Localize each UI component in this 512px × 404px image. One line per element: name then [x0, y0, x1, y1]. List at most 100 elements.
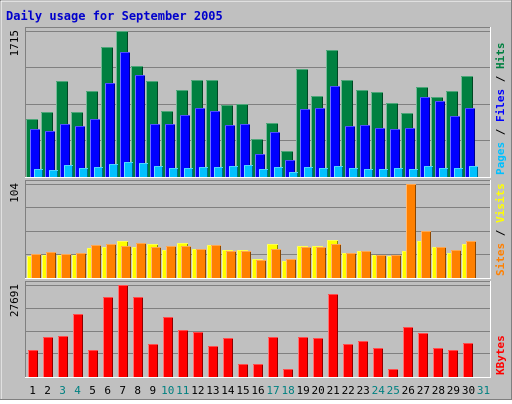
- legend-item-hits: Hits: [494, 43, 507, 70]
- bar-kbytes-day-1: [28, 350, 38, 377]
- bar-pages-day-14: [229, 166, 238, 177]
- bar-pages-day-16: [259, 169, 268, 177]
- bar-sites-day-29: [451, 250, 461, 278]
- bar-pages-day-7: [124, 162, 133, 177]
- bar-pages-day-27: [424, 166, 433, 177]
- x-label-day-19: 19: [296, 384, 309, 397]
- bar-kbytes-day-16: [253, 364, 263, 377]
- bar-kbytes-day-11: [178, 330, 188, 377]
- bar-pages-day-2: [49, 170, 58, 177]
- bar-kbytes-day-19: [298, 337, 308, 377]
- bar-pages-day-29: [454, 168, 463, 177]
- bar-pages-day-15: [244, 165, 253, 177]
- bar-kbytes-day-7: [118, 285, 128, 377]
- bar-pages-day-1: [34, 169, 43, 177]
- bar-sites-day-30: [466, 241, 476, 278]
- x-label-day-29: 29: [447, 384, 460, 397]
- bar-kbytes-day-14: [223, 338, 233, 377]
- bar-kbytes-day-15: [238, 364, 248, 377]
- x-label-day-22: 22: [342, 384, 355, 397]
- bar-files-day-8: [135, 75, 145, 177]
- legend-item-pages: Pages: [494, 142, 507, 175]
- bar-sites-day-7: [121, 246, 131, 278]
- legend-item-visits: Visits: [494, 183, 507, 223]
- x-label-day-28: 28: [432, 384, 445, 397]
- bar-pages-day-19: [304, 167, 313, 177]
- bar-sites-day-1: [31, 254, 41, 278]
- bar-pages-day-23: [364, 169, 373, 177]
- bar-files-day-27: [420, 97, 430, 177]
- bar-pages-day-13: [214, 167, 223, 177]
- bar-pages-day-24: [379, 169, 388, 177]
- bar-pages-day-4: [79, 168, 88, 177]
- bar-kbytes-day-6: [103, 297, 113, 377]
- bar-files-day-29: [450, 116, 460, 177]
- bar-files-day-11: [180, 115, 190, 177]
- panel-visits-sites: 104 Sites / Visits: [8, 180, 507, 279]
- bar-pages-day-25: [394, 168, 403, 177]
- bar-sites-day-14: [226, 251, 236, 278]
- bar-kbytes-day-8: [133, 297, 143, 377]
- bar-sites-day-16: [256, 260, 266, 278]
- bar-kbytes-day-4: [73, 314, 83, 377]
- bar-kbytes-day-21: [328, 294, 338, 377]
- x-label-day-3: 3: [59, 384, 66, 397]
- panel-kbytes: 27691 KBytes: [8, 281, 507, 378]
- bar-kbytes-day-28: [433, 348, 443, 377]
- x-label-day-10: 10: [161, 384, 174, 397]
- bar-sites-day-25: [391, 255, 401, 278]
- legend-kbytes: KBytes: [494, 335, 507, 375]
- bar-files-day-20: [315, 108, 325, 177]
- bar-sites-day-19: [301, 247, 311, 278]
- bar-sites-day-28: [436, 247, 446, 278]
- bar-pages-day-22: [349, 168, 358, 177]
- bar-files-day-24: [375, 128, 385, 177]
- x-label-day-12: 12: [191, 384, 204, 397]
- bar-kbytes-day-22: [343, 344, 353, 377]
- panel-hits-files-pages: 1715 Pages / Files / Hits: [8, 27, 507, 178]
- legend-item-kbytes: KBytes: [494, 335, 507, 375]
- bar-sites-day-4: [76, 253, 86, 278]
- bar-kbytes-day-20: [313, 338, 323, 377]
- bar-kbytes-day-23: [358, 341, 368, 377]
- bar-pages-day-9: [154, 166, 163, 177]
- bar-sites-day-15: [241, 251, 251, 278]
- bars: [26, 31, 478, 177]
- bar-kbytes-day-27: [418, 333, 428, 377]
- bars: [28, 285, 473, 377]
- legend-item-files: Files: [494, 89, 507, 122]
- bar-files-day-2: [45, 131, 55, 177]
- bar-pages-day-17: [274, 167, 283, 177]
- x-axis-day-labels: 1 2 3 4 5 6 7 8 9 10 11 12 13 14 15 16 17 18 19 20 21 22 23 24 2…: [29, 384, 490, 397]
- x-label-day-18: 18: [281, 384, 294, 397]
- bar-files-day-6: [105, 83, 115, 177]
- bar-kbytes-day-29: [448, 350, 458, 377]
- bar-sites-day-24: [376, 255, 386, 278]
- bar-sites-day-18: [286, 259, 296, 278]
- bar-pages-day-5: [94, 167, 103, 177]
- bar-pages-day-28: [439, 168, 448, 177]
- legend-item-sites: Sites: [494, 243, 507, 276]
- x-label-day-11: 11: [176, 384, 189, 397]
- plot-area: [25, 281, 491, 378]
- x-label-day-6: 6: [104, 384, 111, 397]
- bar-pages-day-18: [289, 172, 298, 177]
- bar-sites-day-8: [136, 243, 146, 278]
- bar-files-day-3: [60, 124, 70, 177]
- bar-pages-day-12: [199, 167, 208, 177]
- x-label-day-14: 14: [221, 384, 235, 397]
- bar-pages-day-26: [409, 169, 418, 177]
- bar-kbytes-day-30: [463, 343, 473, 377]
- bar-kbytes-day-17: [268, 337, 278, 377]
- bar-files-day-13: [210, 111, 220, 177]
- x-label-day-17: 17: [266, 384, 279, 397]
- bar-files-day-21: [330, 86, 340, 177]
- bar-files-day-28: [435, 101, 445, 177]
- bar-files-day-12: [195, 108, 205, 177]
- bar-sites-day-17: [271, 249, 281, 278]
- chart-title: Daily usage for September 2005: [6, 9, 223, 23]
- bar-files-day-7: [120, 52, 130, 177]
- bar-pages-day-10: [169, 168, 178, 177]
